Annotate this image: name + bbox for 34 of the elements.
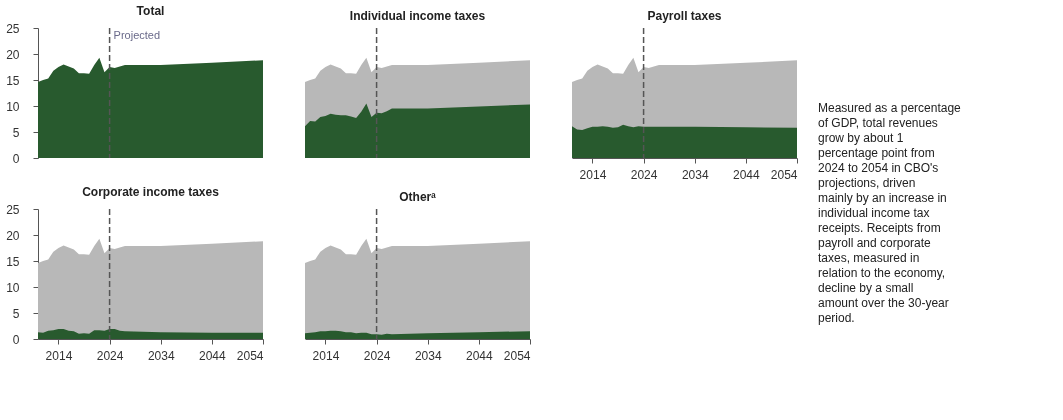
ref-line-label: Projected (113, 29, 161, 41)
y-tick-label: 20 (6, 228, 20, 243)
x-tick-label: 2024 (96, 348, 124, 363)
x-tick-label: 2034 (147, 348, 175, 363)
x-tick-label: 2034 (414, 348, 442, 363)
x-tick-label: 2014 (45, 348, 73, 363)
x-tick-label: 2024 (630, 167, 658, 182)
y-tick-label: 5 (12, 125, 20, 140)
x-tick-label: 2034 (681, 167, 709, 182)
chart-title: Individual income taxes (349, 9, 486, 24)
x-tick-label: 2054 (236, 348, 264, 363)
x-tick-label: 2014 (312, 348, 340, 363)
chart-title: Total (136, 4, 165, 18)
y-tick-label: 0 (12, 151, 20, 166)
chart-title: Corporate income taxes (82, 185, 220, 199)
x-tick-label: 2024 (363, 348, 391, 363)
y-tick-label: 25 (6, 21, 20, 36)
x-tick-label: 2044 (733, 167, 761, 182)
x-tick-label: 2014 (579, 167, 607, 182)
y-tick-label: 10 (6, 99, 20, 114)
text: Measured as a percentage of GDP, total revenues grow by about 1 percentage point from 2024 to 2054 in CBO's projections, driven mainly by an increase in individual income tax receipts. Receipts from payroll and corporate taxes, measured in relation to the economy, decline by a small amount over the 30-year period. (818, 101, 961, 325)
chart-title: Payroll taxes (647, 9, 722, 24)
y-tick-label: 15 (6, 254, 20, 269)
y-tick-label: 5 (12, 306, 20, 321)
x-tick-label: 2044 (199, 348, 227, 363)
y-tick-label: 25 (6, 202, 20, 217)
x-tick-label: 2054 (503, 348, 531, 363)
y-tick-label: 20 (6, 47, 20, 62)
y-tick-label: 0 (12, 332, 20, 347)
chart-title: Otherᵃ (399, 190, 437, 205)
y-tick-label: 10 (6, 280, 20, 295)
x-tick-label: 2044 (466, 348, 494, 363)
y-tick-label: 15 (6, 73, 20, 88)
x-tick-label: 2054 (770, 167, 798, 182)
